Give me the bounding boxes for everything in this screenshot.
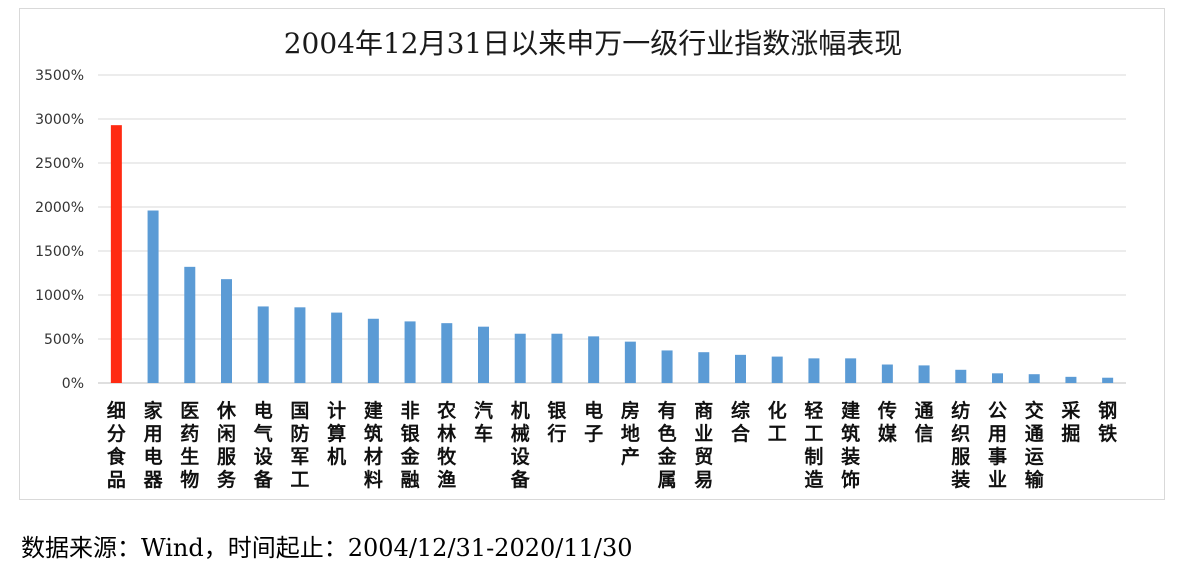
y-tick-label: 0% bbox=[62, 376, 84, 392]
bar-细分食品 bbox=[110, 125, 122, 383]
source-note: 数据来源：Wind，时间起止：2004/12/31-2020/11/30 bbox=[21, 534, 633, 562]
x-tick-label: 医药生物 bbox=[180, 400, 199, 491]
bar-汽车 bbox=[478, 326, 489, 383]
bar-有色金属 bbox=[661, 350, 673, 383]
x-tick-label: 公用事业 bbox=[988, 400, 1007, 491]
bar-非银金融 bbox=[404, 321, 416, 383]
bar-建筑材料 bbox=[367, 318, 379, 383]
bars bbox=[110, 125, 1114, 383]
bar-电气设备 bbox=[257, 306, 269, 383]
x-tick-label: 轻工制造 bbox=[804, 399, 824, 491]
bar-休闲服务 bbox=[221, 279, 232, 383]
x-tick-label: 银行 bbox=[546, 399, 567, 445]
x-axis-labels: 细分食品家用电器医药生物休闲服务电气设备国防军工计算机建筑材料非银金融农林牧渔汽… bbox=[107, 399, 1117, 491]
x-tick-label: 交通运输 bbox=[1025, 399, 1045, 491]
bar-采掘 bbox=[1065, 376, 1077, 383]
bar-交通运输 bbox=[1028, 374, 1040, 383]
y-tick-label: 2500% bbox=[35, 156, 84, 172]
bar-计算机 bbox=[331, 312, 343, 383]
bar-建筑装饰 bbox=[845, 358, 857, 383]
x-tick-label: 细分食品 bbox=[107, 399, 127, 491]
x-tick-label: 有色金属 bbox=[657, 399, 678, 491]
x-tick-label: 非银金融 bbox=[400, 400, 421, 491]
x-tick-label: 农林牧渔 bbox=[436, 399, 457, 491]
y-tick-label: 1000% bbox=[35, 288, 84, 304]
y-tick-label: 500% bbox=[44, 332, 84, 348]
x-tick-label: 建筑材料 bbox=[364, 399, 383, 491]
bar-传媒 bbox=[881, 364, 893, 383]
y-tick-label: 3500% bbox=[35, 68, 84, 84]
bar-银行 bbox=[551, 333, 563, 383]
chart-title: 2004年12月31日以来申万一级行业指数涨幅表现 bbox=[284, 27, 903, 60]
bar-化工 bbox=[771, 356, 783, 383]
bar-家用电器 bbox=[147, 210, 159, 383]
x-tick-label: 休闲服务 bbox=[216, 400, 237, 491]
x-tick-label: 商业贸易 bbox=[694, 399, 713, 491]
bar-房地产 bbox=[624, 341, 636, 383]
bar-电子 bbox=[588, 336, 600, 383]
bar-农林牧渔 bbox=[441, 323, 453, 383]
x-tick-label: 建筑装饰 bbox=[840, 399, 860, 491]
x-tick-label: 传媒 bbox=[877, 399, 898, 445]
y-tick-label: 1500% bbox=[35, 244, 84, 260]
x-tick-label: 通信 bbox=[915, 400, 935, 445]
bar-公用事业 bbox=[992, 373, 1003, 383]
x-tick-label: 电子 bbox=[584, 399, 603, 445]
bar-机械设备 bbox=[514, 333, 526, 383]
bar-轻工制造 bbox=[808, 358, 820, 383]
bar-综合 bbox=[735, 354, 746, 383]
x-tick-label: 国防军工 bbox=[290, 400, 309, 491]
bar-医药生物 bbox=[184, 266, 196, 383]
x-tick-label: 采掘 bbox=[1061, 400, 1080, 445]
bar-chart: 2004年12月31日以来申万一级行业指数涨幅表现 0% 500% 1000% 150… bbox=[35, 27, 1126, 491]
bar-通信 bbox=[918, 365, 930, 383]
x-tick-label: 房地产 bbox=[621, 399, 640, 468]
y-axis-ticks: 0% 500% 1000% 1500% 2000% 2500% 3000% 3500% bbox=[35, 68, 84, 392]
bar-商业贸易 bbox=[698, 352, 710, 383]
x-tick-label: 纺织服装 bbox=[950, 399, 971, 491]
x-tick-label: 机械设备 bbox=[510, 400, 531, 491]
x-tick-label: 计算机 bbox=[327, 400, 346, 468]
y-tick-label: 2000% bbox=[35, 200, 84, 216]
x-tick-label: 钢铁 bbox=[1098, 400, 1117, 445]
x-tick-label: 化工 bbox=[768, 399, 787, 445]
y-tick-label: 3000% bbox=[35, 112, 84, 128]
gridlines bbox=[98, 74, 1126, 384]
bar-纺织服装 bbox=[955, 369, 967, 383]
bar-国防军工 bbox=[294, 307, 306, 383]
x-tick-label: 汽车 bbox=[474, 399, 493, 445]
x-tick-label: 家用电器 bbox=[143, 399, 164, 491]
x-tick-label: 电气设备 bbox=[253, 399, 274, 491]
chart-frame: 2004年12月31日以来申万一级行业指数涨幅表现 0% 500% 1000% 150… bbox=[19, 8, 1165, 500]
bar-钢铁 bbox=[1102, 377, 1114, 383]
x-tick-label: 综合 bbox=[731, 399, 751, 445]
